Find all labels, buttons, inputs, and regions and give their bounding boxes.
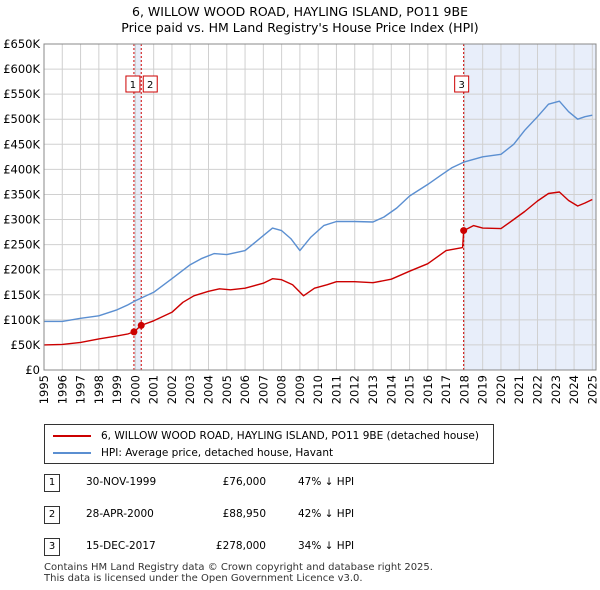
y-tick-label: £250K bbox=[3, 238, 40, 252]
y-tick-label: £150K bbox=[3, 288, 40, 302]
y-tick-label: £400K bbox=[3, 162, 40, 176]
y-tick-label: £0 bbox=[25, 363, 40, 377]
y-tick-label: £50K bbox=[11, 338, 41, 352]
sale-shaded-region bbox=[133, 44, 142, 370]
x-tick-label: 1998 bbox=[92, 375, 106, 404]
footer-licence: This data is licensed under the Open Gov… bbox=[44, 573, 363, 584]
x-tick-label: 2000 bbox=[128, 375, 142, 404]
x-tick-label: 1997 bbox=[74, 375, 88, 404]
x-tick-label: 2004 bbox=[202, 375, 216, 404]
x-tick-label: 2005 bbox=[220, 375, 234, 404]
y-tick-label: £300K bbox=[3, 213, 40, 227]
transaction-hpi-diff: 47% ↓ HPI bbox=[298, 476, 355, 488]
x-tick-label: 2022 bbox=[531, 375, 545, 404]
transaction-price: £278,000 bbox=[215, 540, 266, 552]
legend-item-property: 6, WILLOW WOOD ROAD, HAYLING ISLAND, PO1… bbox=[53, 428, 479, 444]
y-tick-label: £600K bbox=[3, 62, 40, 76]
legend-swatch-property bbox=[53, 435, 91, 437]
y-tick-label: £500K bbox=[3, 112, 40, 126]
x-tick-label: 2008 bbox=[275, 375, 289, 404]
transaction-date: 28-APR-2000 bbox=[86, 508, 154, 520]
transaction-date: 15-DEC-2017 bbox=[86, 540, 156, 552]
sale-label-number: 3 bbox=[458, 80, 464, 91]
legend-swatch-hpi bbox=[53, 452, 91, 454]
x-tick-label: 2021 bbox=[512, 375, 526, 404]
x-tick-label: 2007 bbox=[256, 375, 270, 404]
sale-label-box bbox=[454, 75, 470, 93]
x-tick-label: 2018 bbox=[457, 375, 471, 404]
sale-label-number: 1 bbox=[130, 80, 136, 91]
x-tick-label: 2020 bbox=[494, 375, 508, 404]
x-tick-label: 2002 bbox=[165, 375, 179, 404]
legend-label-hpi: HPI: Average price, detached house, Hava… bbox=[101, 447, 334, 459]
y-tick-label: £550K bbox=[3, 87, 40, 101]
transaction-hpi-diff: 42% ↓ HPI bbox=[298, 508, 355, 520]
sale-point bbox=[130, 328, 138, 336]
x-tick-label: 1999 bbox=[110, 375, 124, 404]
sale-label-box bbox=[125, 75, 141, 93]
y-tick-label: £350K bbox=[3, 187, 40, 201]
legend-item-hpi: HPI: Average price, detached house, Hava… bbox=[53, 445, 333, 461]
transaction-badge: 1 bbox=[44, 474, 60, 492]
x-tick-label: 2010 bbox=[311, 375, 325, 404]
transaction-badge: 3 bbox=[44, 538, 60, 556]
price-chart: £0 £50K £100K £150K £200K £250K £300K £350K £400… bbox=[3, 37, 599, 404]
x-tick-label: 2013 bbox=[366, 375, 380, 404]
y-tick-label: £100K bbox=[3, 313, 40, 327]
x-tick-label: 2024 bbox=[567, 375, 581, 404]
x-tick-label: 2012 bbox=[348, 375, 362, 404]
x-tick-label: 2014 bbox=[384, 375, 398, 404]
x-tick-label: 2025 bbox=[585, 375, 599, 404]
y-tick-label: £650K bbox=[3, 37, 40, 51]
transaction-badge: 2 bbox=[44, 506, 60, 524]
transaction-date: 30-NOV-1999 bbox=[86, 476, 157, 488]
x-tick-label: 2009 bbox=[293, 375, 307, 404]
x-tick-label: 1995 bbox=[37, 375, 51, 404]
chart-legend: 6, WILLOW WOOD ROAD, HAYLING ISLAND, PO1… bbox=[44, 424, 494, 464]
legend-label-property: 6, WILLOW WOOD ROAD, HAYLING ISLAND, PO1… bbox=[101, 430, 479, 442]
x-tick-label: 2006 bbox=[238, 375, 252, 404]
x-tick-label: 2001 bbox=[147, 375, 161, 404]
chart-title: 6, WILLOW WOOD ROAD, HAYLING ISLAND, PO1… bbox=[132, 4, 468, 19]
x-tick-label: 2017 bbox=[439, 375, 453, 404]
hpi-line bbox=[44, 100, 593, 323]
x-tick-label: 2015 bbox=[403, 375, 417, 404]
transaction-price: £88,950 bbox=[222, 508, 266, 520]
x-tick-label: 2016 bbox=[421, 375, 435, 404]
plot-border bbox=[43, 43, 597, 371]
x-tick-label: 2019 bbox=[476, 375, 490, 404]
x-tick-label: 1996 bbox=[55, 375, 69, 404]
transaction-hpi-diff: 34% ↓ HPI bbox=[298, 540, 355, 552]
sale-label-box bbox=[142, 75, 158, 93]
x-tick-label: 2023 bbox=[549, 375, 563, 404]
x-tick-label: 2011 bbox=[329, 375, 343, 404]
footer-copyright: Contains HM Land Registry data © Crown c… bbox=[44, 562, 433, 573]
y-tick-label: £450K bbox=[3, 137, 40, 151]
sale-point bbox=[460, 227, 468, 235]
sale-label-number: 2 bbox=[147, 80, 153, 91]
y-tick-label: £200K bbox=[3, 263, 40, 277]
transaction-price: £76,000 bbox=[222, 476, 266, 488]
sale-point bbox=[137, 321, 145, 329]
x-tick-label: 2003 bbox=[183, 375, 197, 404]
chart-subtitle: Price paid vs. HM Land Registry's House … bbox=[121, 20, 479, 35]
